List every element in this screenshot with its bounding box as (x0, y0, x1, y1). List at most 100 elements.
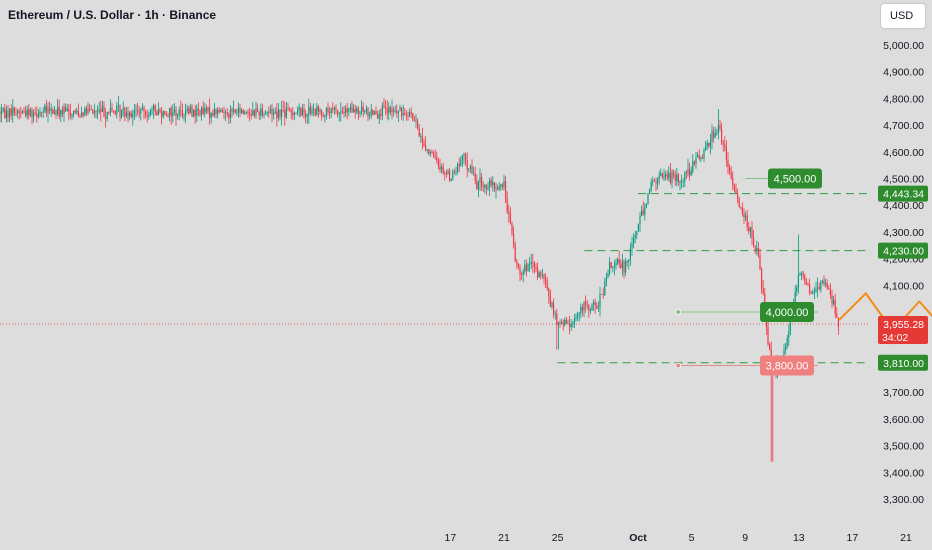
candle-body (833, 300, 835, 304)
interval-label[interactable]: 1h (144, 8, 159, 22)
candle-body (154, 105, 156, 113)
candle-body (613, 265, 615, 268)
candle-body (12, 107, 14, 116)
level-label-box[interactable] (768, 168, 822, 189)
candle-body (253, 109, 255, 116)
candle-body (796, 287, 798, 292)
candle-body (437, 160, 439, 167)
candle-body (319, 109, 321, 112)
candle-body (335, 107, 337, 110)
y-tick-label: 3,700.00 (883, 387, 924, 399)
currency-button[interactable]: USD (880, 3, 926, 29)
candle-body (530, 262, 532, 264)
candle-body (629, 248, 631, 260)
candle-body (101, 106, 103, 112)
candle-body (66, 108, 68, 112)
level-labels[interactable]: 4,500.00 4,000.00 3,800.00 (760, 168, 822, 376)
candle-body (220, 110, 222, 112)
candle-body (757, 247, 759, 255)
candle-body (759, 254, 761, 270)
symbol-name[interactable]: Ethereum / U.S. Dollar (8, 8, 135, 22)
candle-body (130, 112, 132, 118)
level-anchor-dot[interactable] (675, 309, 682, 315)
level-anchor-dot[interactable] (675, 362, 682, 369)
candle-body (402, 113, 404, 116)
axis-price-badge[interactable] (878, 242, 928, 259)
y-tick-label: 4,300.00 (883, 227, 924, 239)
level-label-box[interactable] (760, 302, 814, 323)
candle-body (829, 289, 831, 296)
candle-body (79, 116, 81, 118)
candle-body (76, 110, 78, 113)
candle-body (397, 111, 399, 114)
current-price-badge[interactable] (878, 316, 928, 345)
candle-body (356, 108, 358, 113)
candle-body (58, 106, 60, 117)
candle-body (548, 288, 550, 297)
candle-body (754, 245, 756, 250)
candle-body (228, 114, 230, 118)
candle-body (725, 147, 727, 160)
candle-body (36, 113, 38, 117)
candle-body (549, 296, 551, 307)
candle-body (607, 274, 609, 278)
candle-body (492, 182, 494, 186)
candle-body (113, 111, 115, 112)
candle-body (282, 109, 284, 111)
candle-body (269, 108, 271, 113)
candle-body (809, 284, 811, 293)
candle-body (137, 109, 139, 112)
candle-body (321, 109, 323, 115)
candle-body (551, 302, 553, 307)
level-label-box[interactable] (760, 355, 814, 376)
candle-body (818, 287, 820, 290)
candle-body (65, 106, 67, 112)
candle-body (623, 261, 625, 273)
candle-body (562, 322, 564, 326)
candle-body (97, 111, 99, 113)
axis-price-badge[interactable] (878, 185, 928, 202)
candle-body (689, 169, 691, 176)
candle-body (325, 108, 327, 116)
candle-body (210, 112, 212, 118)
candle-body (639, 215, 641, 224)
price-axis-background[interactable] (868, 0, 932, 530)
candle-body (213, 108, 215, 116)
candle-body (391, 108, 393, 113)
candle-body (343, 111, 345, 114)
candle-body (148, 115, 150, 117)
candle-body (449, 170, 451, 181)
candle-body (698, 155, 700, 159)
candle-body (445, 173, 447, 175)
candle-body (127, 112, 129, 117)
candle-body (1, 111, 3, 115)
candle-body (458, 163, 460, 166)
candle-body (540, 272, 542, 276)
candle-body (801, 272, 803, 274)
candle-body (541, 275, 543, 276)
candle-body (545, 278, 547, 281)
candle-body (557, 322, 559, 326)
candle-body (466, 160, 468, 170)
candle-body (143, 107, 145, 112)
candle-body (372, 110, 374, 115)
candle-body (665, 174, 667, 176)
candle-body (60, 109, 62, 117)
candle-body (477, 182, 479, 190)
candle-body (284, 110, 286, 118)
candle-body (265, 113, 267, 115)
candle-body (0, 111, 1, 115)
candle-body (378, 113, 380, 119)
candle-body (423, 142, 425, 146)
candle-body (490, 180, 492, 186)
price-axis[interactable]: 3,300.00 3,400.00 3,500.00 3,600.00 3,700.00… (878, 40, 928, 506)
axis-price-badge[interactable] (878, 354, 928, 371)
axis-price-badge-text: 3,810.00 (883, 358, 924, 370)
candle-body (199, 109, 201, 115)
candle-body (602, 294, 604, 296)
candle-body (170, 107, 172, 117)
candle-body (151, 109, 153, 111)
time-axis[interactable]: 172125Oct5913172125Nov5 (445, 532, 932, 544)
